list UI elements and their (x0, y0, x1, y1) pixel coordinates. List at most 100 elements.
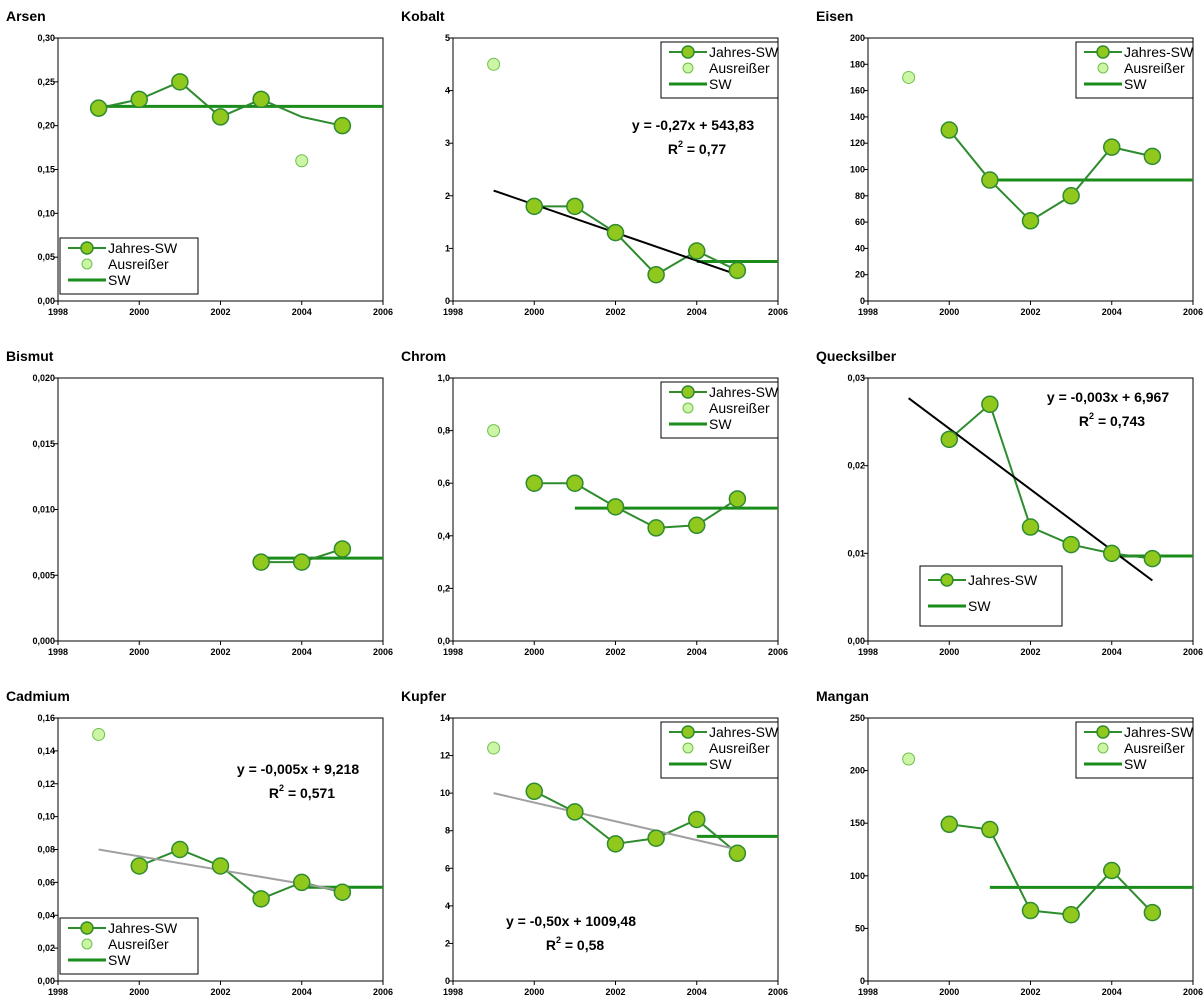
legend-label: Ausreißer (1124, 60, 1185, 76)
legend-item-sw: SW (928, 598, 991, 614)
legend-label: Jahres-SW (1124, 724, 1194, 740)
legend-label: SW (1124, 76, 1147, 92)
legend-item-sw: SW (1084, 756, 1147, 772)
plot-frame (57, 377, 384, 642)
jahres-sw-point (293, 873, 311, 892)
legend-label: Jahres-SW (709, 384, 779, 400)
y-tick-label: 0,25 (37, 77, 55, 87)
legend-item-sw: SW (1084, 76, 1147, 92)
y-tick-label: 0 (445, 976, 450, 986)
y-tick-label: 10 (440, 788, 450, 798)
y-tick-label: 0,000 (32, 636, 55, 646)
legend-item-ausreier: Ausreißer (81, 936, 169, 952)
jahres-sw-point (728, 490, 747, 508)
y-tick-label: 6 (445, 863, 450, 873)
x-tick-label: 2006 (768, 307, 788, 317)
jahres-sw-point (1021, 212, 1040, 230)
jahres-sw-point (1143, 903, 1162, 922)
jahres-sw-point (688, 242, 706, 260)
jahres-sw-point (940, 430, 958, 449)
y-tick-label: 0,4 (437, 531, 450, 541)
legend-label: SW (709, 756, 732, 772)
x-tick-label: 2006 (1183, 647, 1203, 657)
jahres-sw-point (333, 116, 352, 135)
jahres-sw-point (130, 90, 148, 109)
legend-item-jahressw: Jahres-SW (669, 384, 779, 400)
legend-item-jahressw: Jahres-SW (1084, 724, 1194, 740)
legend-item-ausreier: Ausreißer (1097, 60, 1185, 76)
jahres-sw-point (89, 99, 108, 117)
legend-label: SW (1124, 756, 1147, 772)
x-tick-label: 2006 (768, 647, 788, 657)
jahres-sw-point (606, 223, 625, 242)
legend-item-sw: SW (669, 416, 732, 432)
legend-item-sw: SW (68, 952, 131, 968)
y-tick-label: 200 (850, 33, 865, 43)
jahres-sw-point (1103, 138, 1121, 156)
legend-label: Jahres-SW (968, 572, 1038, 588)
x-tick-label: 2004 (1102, 987, 1122, 997)
legend-label: SW (709, 76, 732, 92)
x-tick-label: 2006 (373, 987, 393, 997)
jahres-sw-point (171, 840, 189, 859)
jahres-sw-point (1103, 544, 1121, 563)
chart-title-quecksilber: Quecksilber (816, 348, 897, 364)
y-tick-label: 100 (850, 871, 865, 881)
x-tick-label: 2000 (524, 307, 544, 317)
y-tick-label: 0,04 (37, 910, 55, 920)
legend-item-sw: SW (68, 272, 131, 288)
jahres-sw-point (1062, 535, 1080, 554)
y-tick-label: 0,06 (37, 877, 55, 887)
x-tick-label: 2002 (1020, 987, 1040, 997)
y-tick-label: 0,020 (32, 373, 55, 383)
jahres-sw-point (647, 829, 665, 847)
outlier-point (902, 70, 916, 84)
y-tick-label: 0,16 (37, 713, 55, 723)
jahres-sw-point (293, 553, 311, 571)
x-tick-label: 1998 (48, 987, 68, 997)
y-tick-label: 4 (445, 901, 450, 911)
x-tick-label: 2002 (605, 647, 625, 657)
trend-r2: R2 = 0,58 (546, 935, 605, 953)
outlier-point (295, 154, 309, 168)
legend-label: SW (968, 598, 991, 614)
jahres-sw-point (981, 395, 999, 414)
jahres-sw-point (1021, 518, 1040, 536)
x-tick-label: 2006 (373, 307, 393, 317)
legend-label: Jahres-SW (108, 920, 178, 936)
x-tick-label: 2004 (1102, 307, 1122, 317)
trend-line (493, 792, 738, 851)
y-tick-label: 14 (440, 713, 450, 723)
x-tick-label: 2000 (129, 307, 149, 317)
x-tick-label: 2004 (292, 307, 312, 317)
y-tick-label: 200 (850, 766, 865, 776)
y-tick-label: 100 (850, 165, 865, 175)
outlier-point (92, 727, 106, 741)
jahres-sw-point (566, 474, 584, 492)
jahres-sw-point (252, 553, 270, 571)
legend-label: Ausreißer (108, 936, 169, 952)
y-tick-label: 0,01 (847, 548, 865, 558)
jahres-sw-point (252, 890, 270, 908)
chart-arsen: 0,00 0,05 0,10 0,15 0,20 0,25 0,30 1998 2000 2002… (37, 33, 393, 317)
jahres-sw-point (981, 820, 999, 839)
y-tick-label: 0,08 (37, 845, 55, 855)
legend-item-ausreier: Ausreißer (682, 740, 770, 756)
jahres-sw-point (525, 474, 543, 492)
y-tick-label: 12 (440, 751, 450, 761)
x-tick-label: 1998 (858, 307, 878, 317)
x-tick-label: 2006 (768, 987, 788, 997)
jahres-sw-point (333, 540, 352, 558)
outlier-point (487, 741, 501, 755)
jahres-sw-point (647, 519, 665, 537)
x-tick-label: 2004 (292, 987, 312, 997)
jahres-sw-point (1143, 549, 1162, 568)
y-tick-label: 1,0 (437, 373, 450, 383)
outlier-point (487, 57, 501, 71)
y-tick-label: 50 (855, 923, 865, 933)
jahres-sw-point (728, 844, 747, 863)
jahres-sw-point (171, 73, 189, 91)
